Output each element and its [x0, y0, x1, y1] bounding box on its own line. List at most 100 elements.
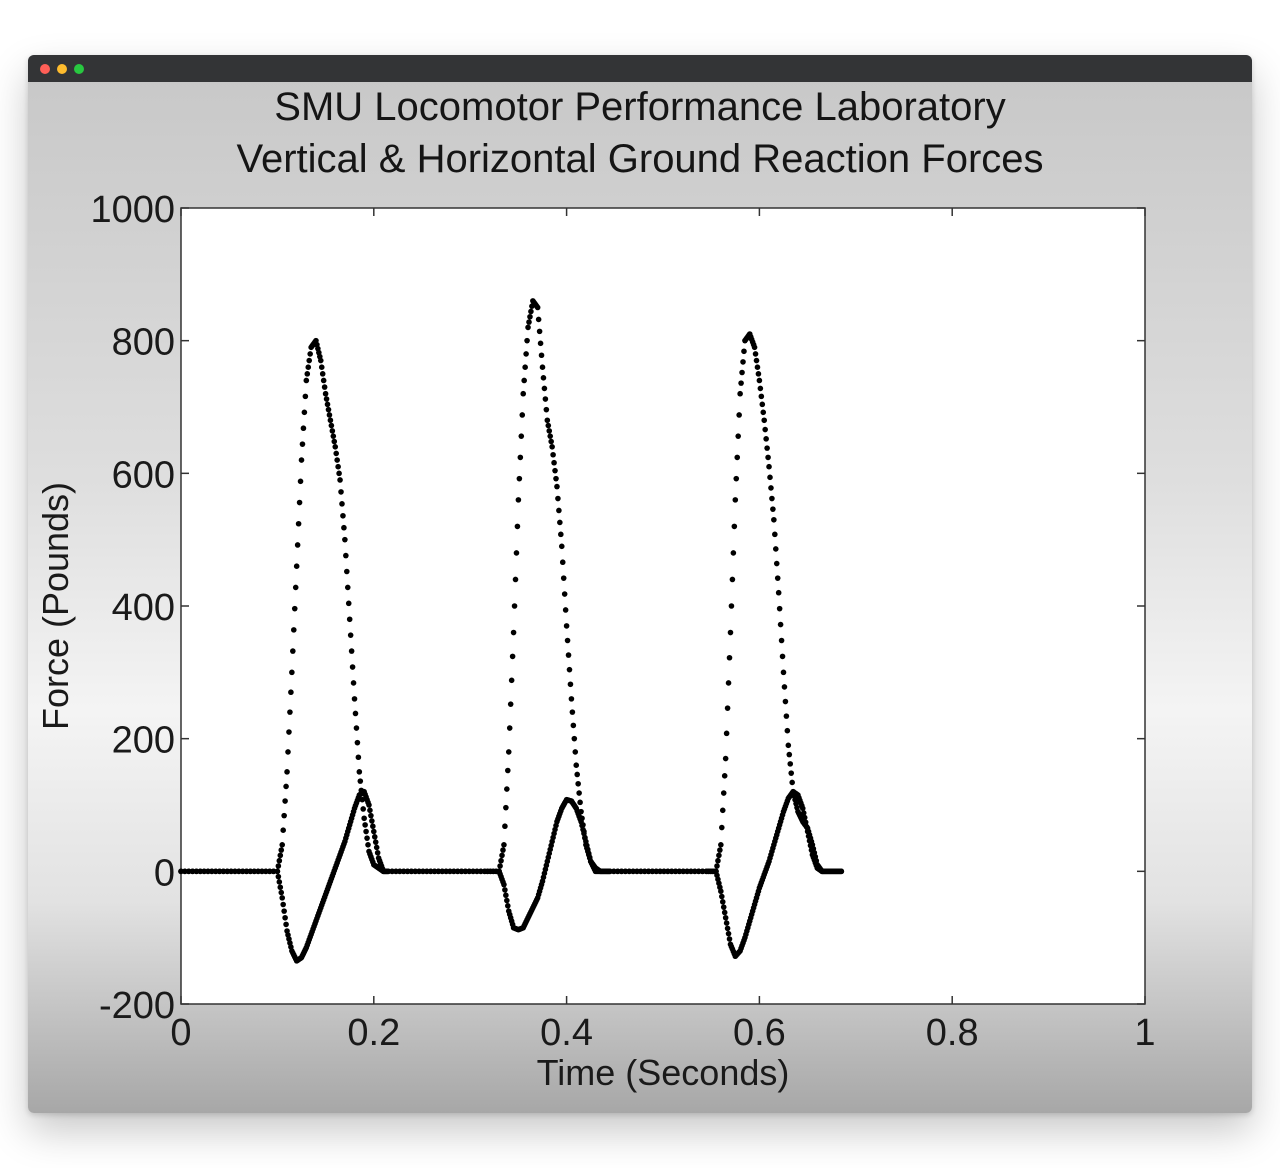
data-point [535, 316, 542, 323]
data-point [276, 879, 283, 885]
data-point [541, 385, 548, 392]
data-point [721, 773, 728, 779]
data-point [724, 925, 731, 932]
data-point [757, 385, 764, 392]
data-point [563, 623, 570, 629]
data-point [665, 868, 671, 875]
data-point [751, 344, 758, 351]
data-point [281, 908, 287, 914]
data-point [282, 798, 288, 804]
data-point [337, 477, 343, 483]
data-point [676, 868, 683, 875]
data-point [514, 523, 521, 530]
data-point [738, 380, 744, 386]
data-point [435, 868, 442, 875]
minimize-window-icon[interactable] [57, 64, 67, 74]
data-point [365, 842, 371, 848]
data-point [556, 507, 562, 514]
data-point [348, 648, 355, 654]
data-point [649, 868, 656, 875]
data-point [347, 632, 354, 638]
data-point [733, 475, 740, 482]
data-point [329, 428, 336, 434]
data-point [178, 868, 184, 875]
data-point [715, 857, 721, 864]
data-point [294, 542, 301, 548]
data-point [301, 409, 308, 416]
close-window-icon[interactable] [40, 64, 50, 74]
data-point [503, 892, 509, 899]
data-point [303, 377, 310, 384]
data-point [719, 893, 725, 900]
data-point [275, 873, 282, 880]
plot-area [180, 207, 1146, 1005]
data-point [626, 868, 633, 875]
data-point [521, 377, 527, 384]
data-point [807, 842, 814, 849]
data-point [286, 729, 292, 735]
data-point [439, 868, 446, 875]
data-point [327, 417, 334, 424]
chart-title: SMU Locomotor Performance Laboratory [274, 85, 1006, 129]
data-point [611, 868, 617, 875]
data-point [216, 868, 223, 875]
data-point [547, 433, 554, 439]
data-point [754, 364, 761, 371]
maximize-window-icon[interactable] [74, 64, 84, 74]
data-point [769, 495, 775, 502]
data-point [726, 936, 733, 942]
data-point [786, 751, 793, 758]
data-point [508, 677, 515, 684]
data-point [343, 552, 349, 559]
data-point [340, 512, 346, 519]
data-point [345, 600, 352, 607]
data-point [725, 680, 732, 686]
data-point [374, 849, 381, 856]
data-point [680, 868, 687, 875]
data-point [561, 591, 568, 597]
data-point [565, 652, 572, 658]
data-point [722, 914, 729, 921]
data-point [499, 852, 505, 859]
data-point [349, 664, 356, 670]
data-point [290, 627, 297, 633]
data-point [360, 806, 366, 812]
data-point [732, 497, 739, 503]
data-point [259, 868, 265, 875]
data-point [772, 546, 779, 552]
data-point [404, 868, 411, 875]
y-tick-label: 0 [154, 852, 175, 894]
data-point [355, 754, 362, 761]
data-point [560, 575, 567, 581]
data-point [548, 438, 554, 445]
data-point [371, 834, 378, 840]
data-point [838, 868, 845, 875]
data-point [725, 930, 732, 937]
data-point [717, 847, 723, 853]
data-point [282, 914, 288, 921]
data-point [322, 390, 329, 397]
data-point [728, 603, 735, 609]
x-tick-label: 0.2 [347, 1012, 400, 1054]
data-point [576, 790, 582, 796]
chart-subtitle: Vertical & Horizontal Ground Reaction Fo… [236, 137, 1044, 181]
data-point [466, 868, 473, 875]
data-point [752, 351, 759, 357]
data-point [389, 868, 395, 875]
data-point [716, 852, 722, 859]
data-point [284, 769, 290, 775]
data-point [420, 868, 426, 875]
data-point [720, 904, 727, 910]
data-point [555, 495, 561, 502]
data-point [782, 698, 789, 705]
data-point [324, 401, 331, 408]
data-point [758, 393, 765, 400]
data-point [645, 868, 652, 875]
data-point [618, 868, 625, 875]
series-2 [178, 788, 845, 964]
data-point [302, 393, 309, 400]
data-point [569, 709, 576, 715]
y-axis-label: Force (Pounds) [35, 482, 76, 730]
data-point [572, 749, 579, 755]
data-point [762, 426, 768, 433]
